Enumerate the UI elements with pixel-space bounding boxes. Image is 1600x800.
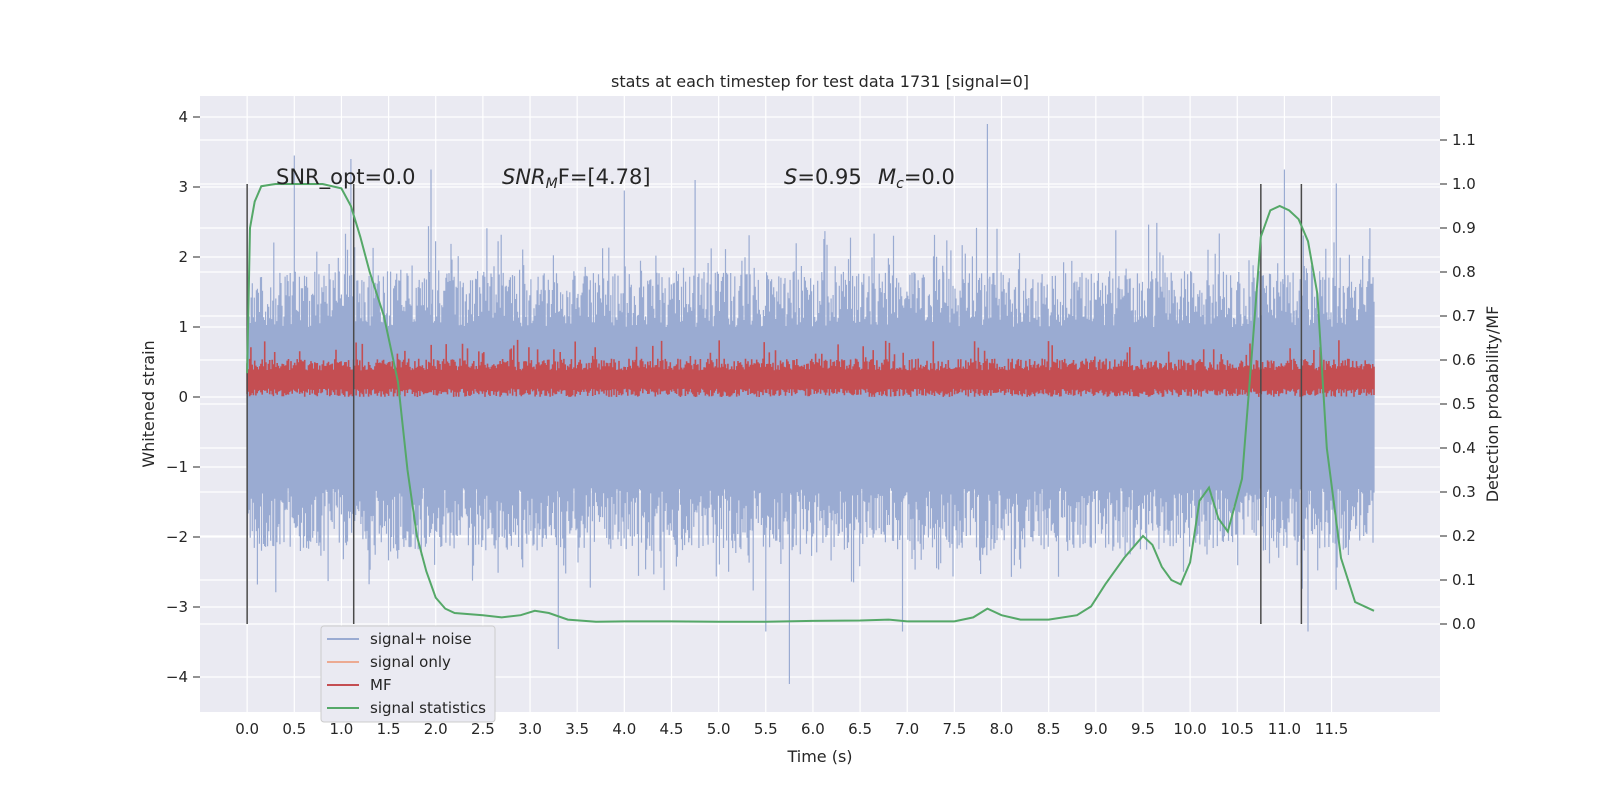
y-left-axis-label: Whitened strain xyxy=(139,340,158,467)
y-right-tick-label: 0.6 xyxy=(1452,351,1476,369)
x-tick-label: 7.5 xyxy=(942,720,966,738)
signal-statistics-line xyxy=(246,183,1375,623)
x-tick-label: 5.0 xyxy=(707,720,731,738)
y-left-tick-label: −2 xyxy=(166,528,188,546)
x-tick-label: 8.5 xyxy=(1037,720,1061,738)
y-right-tick-label: 0.5 xyxy=(1452,395,1476,413)
annotation-snr-opt: SNR_opt=0.0 xyxy=(276,165,416,190)
legend-label-signal-noise: signal+ noise xyxy=(370,630,472,648)
y-left-tick-label: 2 xyxy=(178,248,188,266)
annotation-mc: Mc=0.0 xyxy=(878,165,955,192)
x-tick-label: 11.5 xyxy=(1315,720,1348,738)
x-axis-label: Time (s) xyxy=(786,747,852,766)
y-left-tick-label: −3 xyxy=(166,598,188,616)
y-right-tick-labels: 1.1 1.0 0.9 0.8 0.7 0.6 0.5 0.4 0.3 0.2 0.1 0.0 xyxy=(1440,131,1476,633)
y-right-tick-label: 0.4 xyxy=(1452,439,1476,457)
y-left-tick-label: −1 xyxy=(166,458,188,476)
x-tick-label: 11.0 xyxy=(1268,720,1301,738)
x-tick-label: 3.5 xyxy=(565,720,589,738)
y-right-tick-label: 0.2 xyxy=(1452,527,1476,545)
x-tick-label: 3.0 xyxy=(518,720,542,738)
x-tick-label: 8.0 xyxy=(990,720,1014,738)
x-tick-label: 6.5 xyxy=(848,720,872,738)
y-right-tick-label: 0.1 xyxy=(1452,571,1476,589)
legend-label-mf: MF xyxy=(370,676,392,694)
x-tick-label: 9.5 xyxy=(1131,720,1155,738)
x-tick-label: 2.5 xyxy=(471,720,495,738)
x-tick-label: 2.0 xyxy=(424,720,448,738)
x-tick-label: 4.5 xyxy=(660,720,684,738)
x-tick-labels: 0.0 0.5 1.0 1.5 2.0 2.5 3.0 3.5 4.0 4.5 5.0 5.5 6.0 6… xyxy=(235,720,1348,738)
x-tick-label: 10.0 xyxy=(1173,720,1206,738)
legend: signal+ noise signal only MF signal stat… xyxy=(320,625,496,723)
y-right-tick-label: 0.9 xyxy=(1452,219,1476,237)
y-right-tick-label: 1.1 xyxy=(1452,131,1476,149)
x-tick-label: 10.5 xyxy=(1221,720,1254,738)
chart-title: stats at each timestep for test data 173… xyxy=(611,72,1029,91)
x-tick-label: 1.5 xyxy=(377,720,401,738)
x-tick-label: 4.0 xyxy=(612,720,636,738)
y-right-tick-label: 0.8 xyxy=(1452,263,1476,281)
x-tick-label: 7.0 xyxy=(895,720,919,738)
x-tick-label: 6.0 xyxy=(801,720,825,738)
x-tick-label: 5.5 xyxy=(754,720,778,738)
y-right-tick-label: 0.0 xyxy=(1452,615,1476,633)
y-left-tick-label: 1 xyxy=(178,318,188,336)
annotation-snr-mf: SNRMF=[4.78] xyxy=(502,165,651,192)
x-tick-label: 9.0 xyxy=(1084,720,1108,738)
y-right-tick-label: 0.7 xyxy=(1452,307,1476,325)
y-right-axis-label: Detection probability/MF xyxy=(1483,306,1502,503)
legend-label-signal-only: signal only xyxy=(370,653,451,671)
y-left-tick-label: 4 xyxy=(178,108,188,126)
vertical-markers xyxy=(246,184,1303,624)
y-right-tick-label: 0.3 xyxy=(1452,483,1476,501)
series-signal-statistics xyxy=(246,183,1375,623)
y-left-tick-labels: 4 3 2 1 0 −1 −2 −3 −4 xyxy=(166,108,200,686)
x-tick-label: 0.5 xyxy=(282,720,306,738)
y-left-tick-label: 0 xyxy=(178,388,188,406)
y-left-tick-label: −4 xyxy=(166,668,188,686)
legend-box xyxy=(320,625,496,723)
legend-label-signal-statistics: signal statistics xyxy=(370,699,486,717)
y-right-tick-label: 1.0 xyxy=(1452,175,1476,193)
y-left-tick-label: 3 xyxy=(178,178,188,196)
x-tick-label: 0.0 xyxy=(235,720,259,738)
annotation-s: S=0.95 xyxy=(784,165,862,189)
x-tick-label: 1.0 xyxy=(330,720,354,738)
